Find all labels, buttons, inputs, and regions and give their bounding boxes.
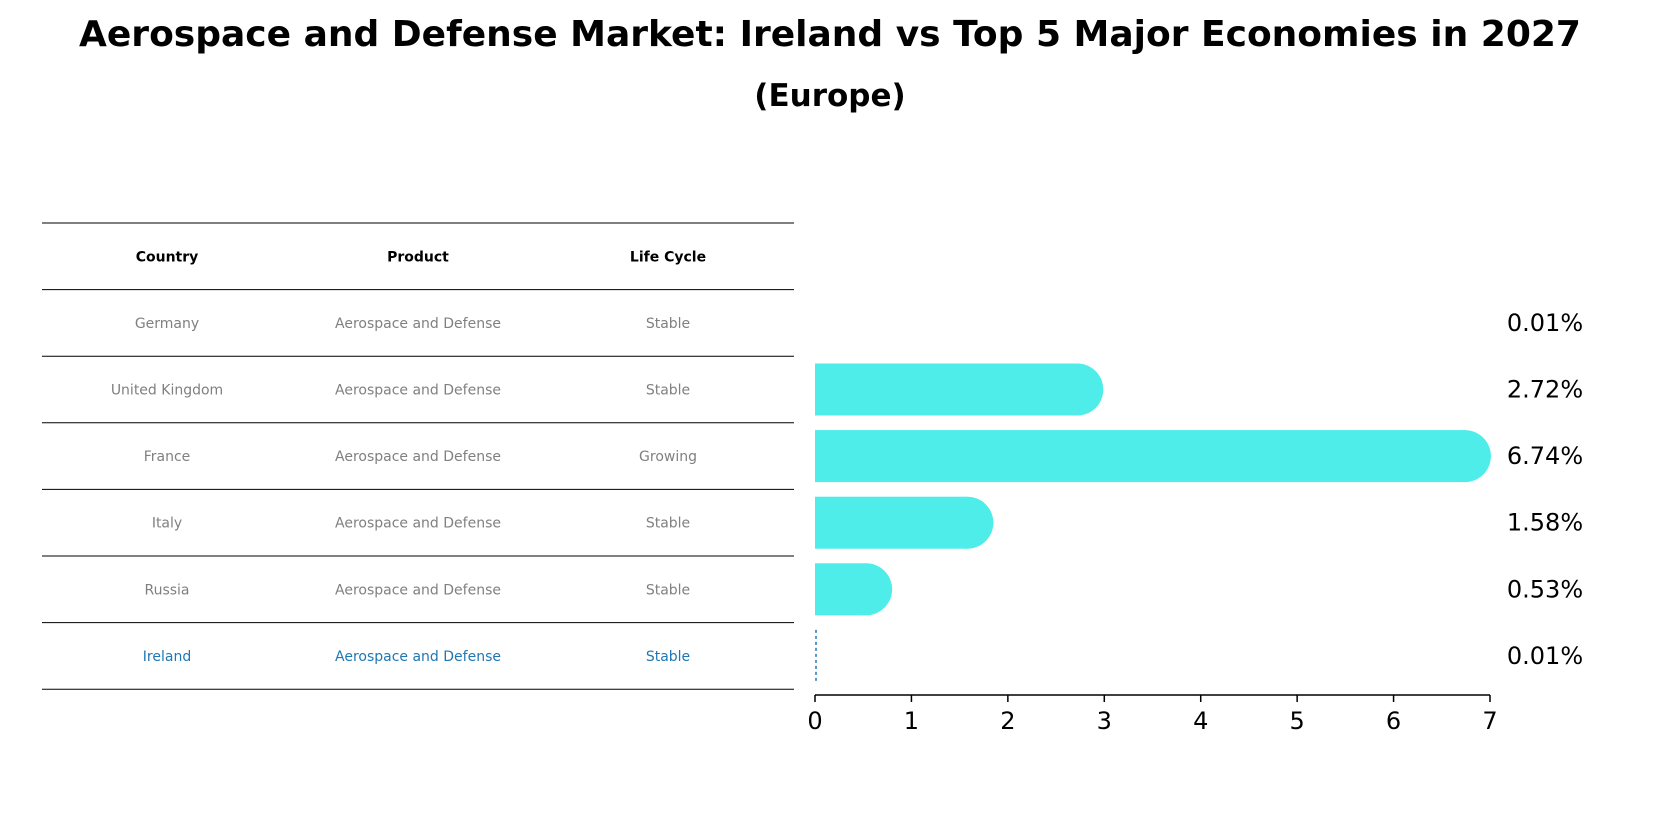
life-cycle-cell: Stable xyxy=(646,383,690,399)
data-table: Country Product Life Cycle Germany Aerospace… xyxy=(42,222,794,690)
value-label: 2.72% xyxy=(1507,376,1583,404)
x-tick-label: 2 xyxy=(1000,707,1015,735)
chart-subtitle: (Europe) xyxy=(754,78,906,114)
product-header: Product xyxy=(387,249,449,265)
country-cell: Ireland xyxy=(143,649,191,665)
value-label: 0.01% xyxy=(1507,309,1583,337)
life-cycle-header: Life Cycle xyxy=(630,249,706,265)
country-cell: United Kingdom xyxy=(111,383,223,399)
x-axis: 0 1 2 3 4 5 6 7 xyxy=(807,694,1498,735)
country-cell: Russia xyxy=(144,582,189,598)
chart-title: Aerospace and Defense Market: Ireland vs… xyxy=(79,14,1581,55)
x-tick-label: 7 xyxy=(1482,707,1497,735)
product-cell: Aerospace and Defense xyxy=(335,316,501,332)
bar-united-kingdom xyxy=(815,363,1104,416)
life-cycle-cell: Stable xyxy=(646,582,690,598)
country-cell: Germany xyxy=(135,316,199,332)
x-tick-label: 0 xyxy=(807,707,822,735)
bar-italy xyxy=(815,496,994,549)
product-cell: Aerospace and Defense xyxy=(335,649,501,665)
life-cycle-cell: Stable xyxy=(646,316,690,332)
product-cell: Aerospace and Defense xyxy=(335,516,501,532)
life-cycle-cell: Growing xyxy=(639,449,697,465)
product-cell: Aerospace and Defense xyxy=(335,449,501,465)
country-header: Country xyxy=(136,249,199,265)
x-tick-label: 6 xyxy=(1386,707,1401,735)
x-tick-label: 4 xyxy=(1193,707,1208,735)
product-cell: Aerospace and Defense xyxy=(335,582,501,598)
bar-france xyxy=(815,430,1491,483)
product-cell: Aerospace and Defense xyxy=(335,383,501,399)
country-cell: France xyxy=(144,449,191,465)
life-cycle-cell: Stable xyxy=(646,516,690,532)
x-tick-label: 5 xyxy=(1290,707,1305,735)
country-cell: Italy xyxy=(152,516,182,532)
x-tick-label: 1 xyxy=(904,707,919,735)
value-label: 6.74% xyxy=(1507,442,1583,470)
life-cycle-cell: Stable xyxy=(646,649,690,665)
bar-russia xyxy=(815,563,893,616)
x-tick-label: 3 xyxy=(1097,707,1112,735)
value-label: 0.53% xyxy=(1507,575,1583,603)
value-label: 1.58% xyxy=(1507,509,1583,537)
value-label: 0.01% xyxy=(1507,642,1583,670)
bar-plot: 0.01% 2.72% 6.74% 1.58% 0.53% 0.01% xyxy=(815,309,1583,682)
